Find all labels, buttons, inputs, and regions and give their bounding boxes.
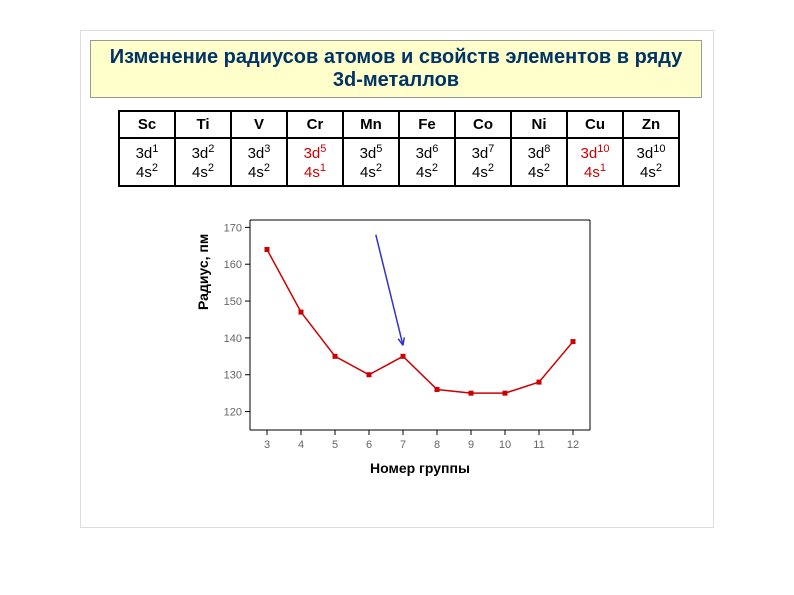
radius-chart: 120 130 140 150 160 170 3 4 5 6 7 8 9 10 11 12 — [200, 210, 620, 470]
config-cell: 3d54s1 — [287, 138, 343, 186]
svg-text:120: 120 — [224, 407, 242, 419]
config-cell: 3d14s2 — [119, 138, 175, 186]
svg-text:140: 140 — [224, 333, 242, 345]
svg-text:3: 3 — [264, 439, 270, 451]
element-cell: Mn — [343, 111, 399, 138]
svg-text:12: 12 — [567, 439, 579, 451]
svg-text:7: 7 — [400, 439, 406, 451]
svg-text:9: 9 — [468, 439, 474, 451]
page-title: Изменение радиусов атомов и свойств элем… — [90, 40, 702, 98]
config-cell: 3d54s2 — [343, 138, 399, 186]
element-cell: Ti — [175, 111, 231, 138]
element-cell: V — [231, 111, 287, 138]
element-cell: Co — [455, 111, 511, 138]
config-cell: 3d104s1 — [567, 138, 623, 186]
config-cell: 3d104s2 — [623, 138, 679, 186]
element-cell: Cr — [287, 111, 343, 138]
config-cell: 3d74s2 — [455, 138, 511, 186]
svg-text:8: 8 — [434, 439, 440, 451]
svg-text:5: 5 — [332, 439, 338, 451]
svg-text:10: 10 — [499, 439, 511, 451]
svg-text:170: 170 — [224, 222, 242, 234]
svg-text:4: 4 — [298, 439, 304, 451]
svg-text:6: 6 — [366, 439, 372, 451]
element-cell: Cu — [567, 111, 623, 138]
elements-table: ScTiVCrMnFeCoNiCuZn 3d14s23d24s23d34s23d… — [118, 110, 680, 187]
svg-text:11: 11 — [533, 439, 544, 451]
element-cell: Fe — [399, 111, 455, 138]
config-cell: 3d24s2 — [175, 138, 231, 186]
svg-text:160: 160 — [224, 259, 242, 271]
config-cell: 3d34s2 — [231, 138, 287, 186]
element-cell: Sc — [119, 111, 175, 138]
element-cell: Ni — [511, 111, 567, 138]
element-cell: Zn — [623, 111, 679, 138]
svg-text:150: 150 — [224, 296, 242, 308]
config-cell: 3d84s2 — [511, 138, 567, 186]
config-cell: 3d64s2 — [399, 138, 455, 186]
svg-text:130: 130 — [224, 370, 242, 382]
